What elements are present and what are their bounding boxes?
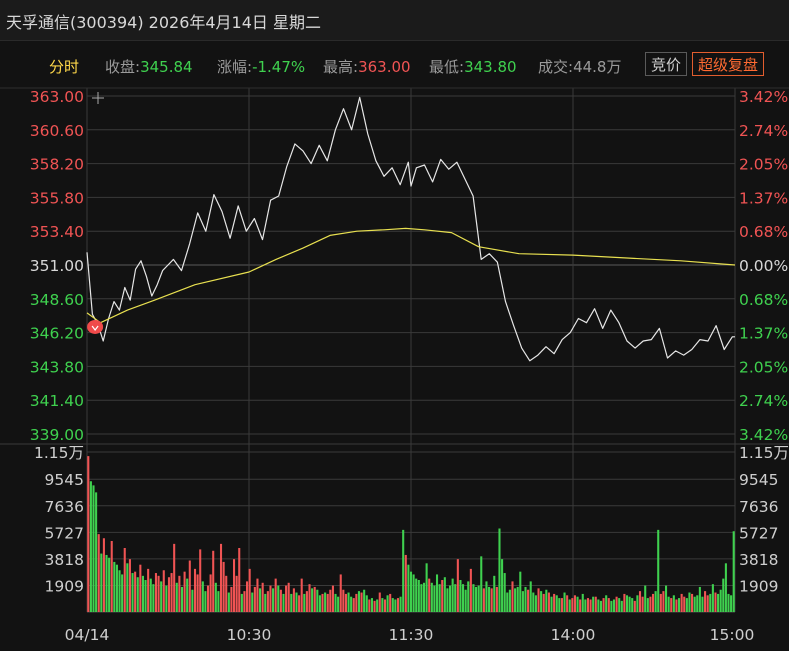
left-price-tick: 363.00 xyxy=(30,88,84,106)
left-price-tick: 351.00 xyxy=(30,257,84,275)
close-info: 收盘:345.84 xyxy=(105,56,193,77)
quote-info-bar: 分时 收盘:345.84 涨幅:-1.47% 最高:363.00 最低:343.… xyxy=(0,52,789,80)
right-volume-tick: 9545 xyxy=(739,471,778,489)
average-price-line xyxy=(86,227,736,324)
right-percent-tick: 1.37% xyxy=(739,325,788,343)
grid xyxy=(0,87,789,613)
right-percent-tick: 3.42% xyxy=(739,88,788,106)
volume-info: 成交:44.8万 xyxy=(538,56,621,77)
time-tick: 15:00 xyxy=(710,626,755,644)
time-tick: 04/14 xyxy=(65,626,110,644)
right-volume-tick: 7636 xyxy=(739,498,778,516)
left-volume-tick: 1909 xyxy=(45,577,84,595)
right-percent-tick: 0.68% xyxy=(739,291,788,309)
right-percent-tick: 0.68% xyxy=(739,223,788,241)
title-bar: 天孚通信(300394) 2026年4月14日 星期二 xyxy=(0,0,789,41)
change-value: -1.47% xyxy=(252,58,306,76)
left-volume-tick: 5727 xyxy=(45,524,84,542)
volume-label: 成交: xyxy=(538,58,574,76)
left-price-tick: 343.80 xyxy=(30,358,84,376)
left-price-tick: 341.40 xyxy=(30,392,84,410)
volume-bars xyxy=(87,456,735,612)
crosshair-icon[interactable] xyxy=(92,92,104,104)
time-tick: 10:30 xyxy=(227,626,272,644)
right-percent-tick: 2.05% xyxy=(739,156,788,174)
right-percent-tick: 2.74% xyxy=(739,122,788,140)
right-volume-tick: 5727 xyxy=(739,524,778,542)
auction-button[interactable]: 竞价 xyxy=(645,52,688,76)
left-price-tick: 355.80 xyxy=(30,189,84,207)
time-tick: 11:30 xyxy=(389,626,434,644)
window-title: 天孚通信(300394) 2026年4月14日 星期二 xyxy=(6,13,321,32)
right-percent-tick: 2.05% xyxy=(739,358,788,376)
right-volume-tick: 3818 xyxy=(739,551,778,569)
low-label: 最低: xyxy=(429,58,465,76)
low-value: 343.80 xyxy=(464,58,517,76)
left-price-tick: 353.40 xyxy=(30,223,84,241)
mode-label[interactable]: 分时 xyxy=(49,58,80,76)
left-price-tick: 348.60 xyxy=(30,291,84,309)
super-replay-button[interactable]: 超级复盘 xyxy=(692,52,765,76)
low-info: 最低:343.80 xyxy=(429,56,517,77)
high-info: 最高:363.00 xyxy=(323,56,411,77)
right-percent-tick: 0.00% xyxy=(739,257,788,275)
left-price-tick: 358.20 xyxy=(30,156,84,174)
low-point-marker xyxy=(87,319,104,334)
price-line xyxy=(86,96,735,362)
left-price-tick: 339.00 xyxy=(30,426,84,444)
price-lines xyxy=(86,96,736,362)
volume-value: 44.8万 xyxy=(573,58,622,76)
axis-labels: 363.00 3.42% 360.60 2.74% 358.20 2.05% 355.80 1… xyxy=(30,88,789,644)
close-label: 收盘: xyxy=(105,58,141,76)
high-value: 363.00 xyxy=(358,58,411,76)
high-label: 最高: xyxy=(323,58,359,76)
change-info: 涨幅:-1.47% xyxy=(217,56,305,77)
time-tick: 14:00 xyxy=(551,626,596,644)
left-volume-tick: 7636 xyxy=(45,498,84,516)
right-percent-tick: 1.37% xyxy=(739,189,788,207)
left-volume-tick: 9545 xyxy=(45,471,84,489)
left-volume-tick: 1.15万 xyxy=(34,444,84,462)
change-label: 涨幅: xyxy=(217,58,253,76)
left-price-tick: 346.20 xyxy=(30,325,84,343)
left-volume-tick: 3818 xyxy=(45,551,84,569)
close-value: 345.84 xyxy=(140,58,193,76)
right-volume-tick: 1.15万 xyxy=(739,444,789,462)
left-price-tick: 360.60 xyxy=(30,122,84,140)
right-percent-tick: 3.42% xyxy=(739,426,788,444)
marker-chevron-icon xyxy=(91,325,99,331)
right-percent-tick: 2.74% xyxy=(739,392,788,410)
right-volume-tick: 1909 xyxy=(739,577,778,595)
